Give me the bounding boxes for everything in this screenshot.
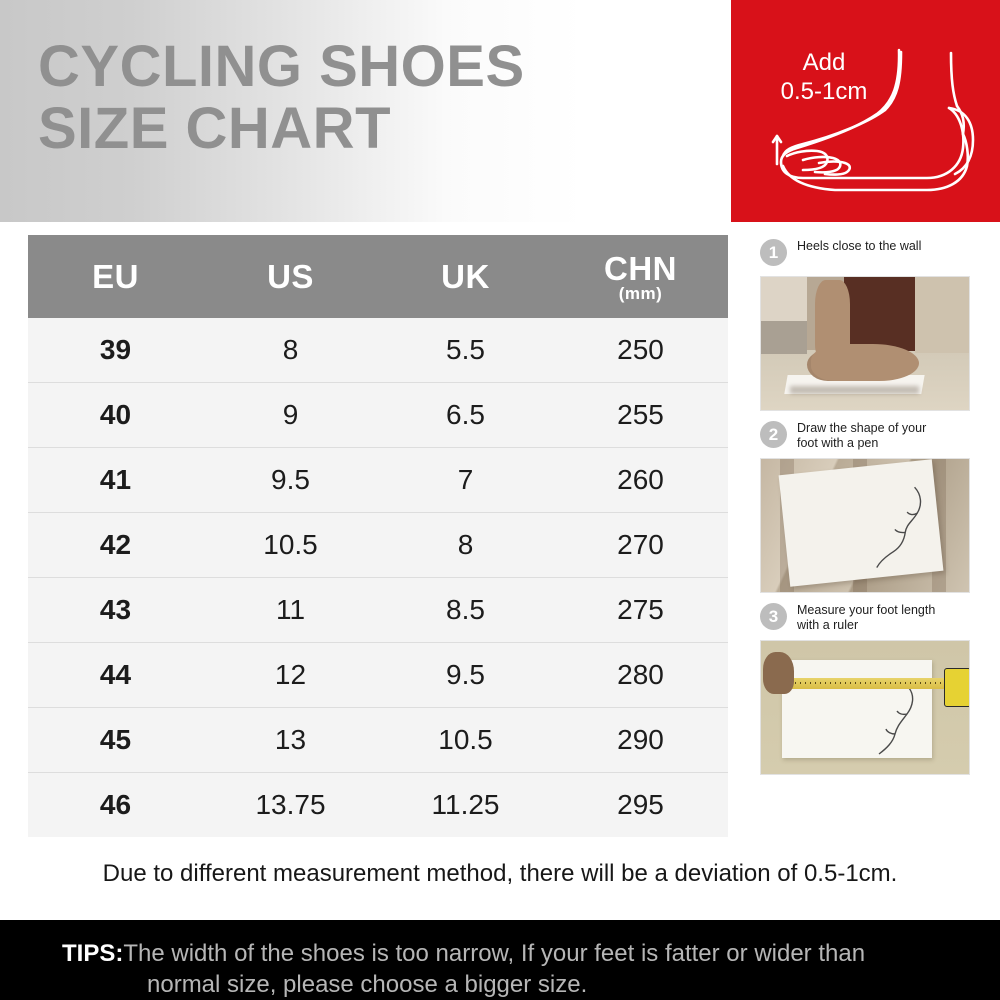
cell-eu: 44 xyxy=(99,659,132,690)
table-header-row: EU US UK CHN (mm) xyxy=(28,235,728,318)
tips-line-2: normal size, please choose a bigger size… xyxy=(147,971,588,998)
tips-bar: TIPS:The width of the shoes is too narro… xyxy=(0,920,1000,1000)
banner-gradient-background xyxy=(0,0,731,222)
cell-chn: 250 xyxy=(617,334,664,365)
table-row: 42 10.5 8 270 xyxy=(28,513,728,578)
photo-hand xyxy=(763,651,795,695)
cell-eu: 40 xyxy=(99,399,132,430)
size-table: EU US UK CHN (mm) 39 8 5.5 250 40 9 6.5 … xyxy=(28,235,728,837)
photo-tape-case xyxy=(944,667,969,707)
table-row: 43 11 8.5 275 xyxy=(28,578,728,643)
cell-eu: 42 xyxy=(99,529,132,560)
column-header-us: US xyxy=(203,235,378,318)
column-header-chn-label: CHN xyxy=(604,249,677,287)
photo-paper-sheet xyxy=(781,659,932,759)
page-title: CYCLING SHOES SIZE CHART xyxy=(38,34,525,161)
foot-outline-trace-icon xyxy=(876,487,922,569)
cell-chn: 255 xyxy=(617,399,664,430)
photo-leg xyxy=(815,279,851,360)
tips-text: TIPS:The width of the shoes is too narro… xyxy=(62,938,952,1000)
step-number-badge: 1 xyxy=(760,239,787,266)
foot-in-shoe-illustration xyxy=(771,48,975,192)
column-header-eu-label: EU xyxy=(92,257,139,295)
deviation-note: Due to different measurement method, the… xyxy=(102,860,898,887)
measurement-steps: 1 Heels close to the wall 2 Draw the sha… xyxy=(760,238,975,784)
cell-us: 13.75 xyxy=(255,789,326,820)
cell-chn: 295 xyxy=(617,789,664,820)
step-3-header: 3 Measure your foot length with a ruler xyxy=(760,602,975,640)
step-3-label: Measure your foot length with a ruler xyxy=(797,603,936,632)
cell-eu: 39 xyxy=(99,334,132,365)
cell-chn: 280 xyxy=(617,659,664,690)
column-header-chn: CHN (mm) xyxy=(553,235,728,318)
cell-uk: 6.5 xyxy=(446,399,485,430)
cell-uk: 9.5 xyxy=(446,659,485,690)
step-2: 2 Draw the shape of your foot with a pen xyxy=(760,420,975,593)
step-1: 1 Heels close to the wall xyxy=(760,238,975,411)
cell-us: 10.5 xyxy=(263,529,318,560)
column-header-uk: UK xyxy=(378,235,553,318)
table-row: 39 8 5.5 250 xyxy=(28,318,728,383)
foot-outline-trace-icon xyxy=(878,687,914,755)
cell-uk: 8.5 xyxy=(446,594,485,625)
table-row: 40 9 6.5 255 xyxy=(28,383,728,448)
cell-uk: 5.5 xyxy=(446,334,485,365)
tips-keyword: TIPS: xyxy=(62,940,124,967)
step-number-badge: 2 xyxy=(760,421,787,448)
cell-uk: 11.25 xyxy=(431,789,500,820)
step-2-label: Draw the shape of your foot with a pen xyxy=(797,421,927,450)
photo-wall-right xyxy=(914,277,969,353)
table-row: 44 12 9.5 280 xyxy=(28,643,728,708)
column-header-chn-unit: (mm) xyxy=(618,283,663,303)
cell-eu: 46 xyxy=(99,789,132,820)
step-3-photo-measuring-with-tape xyxy=(760,640,970,775)
add-allowance-label: Add 0.5-1cm xyxy=(780,49,868,105)
column-header-us-label: US xyxy=(267,257,314,295)
step-2-header: 2 Draw the shape of your foot with a pen xyxy=(760,420,975,458)
cell-us: 12 xyxy=(274,659,307,690)
cell-chn: 260 xyxy=(617,464,664,495)
step-3: 3 Measure your foot length with a ruler xyxy=(760,602,975,775)
step-1-label: Heels close to the wall xyxy=(797,239,922,253)
table-row: 46 13.75 11.25 295 xyxy=(28,773,728,837)
step-1-photo-heel-to-wall xyxy=(760,276,970,411)
table-row: 45 13 10.5 290 xyxy=(28,708,728,773)
add-allowance-panel: Add 0.5-1cm xyxy=(731,0,1000,222)
cell-uk: 10.5 xyxy=(438,724,493,755)
banner: CYCLING SHOES SIZE CHART xyxy=(0,0,1000,222)
cell-eu: 45 xyxy=(99,724,132,755)
photo-door-dark xyxy=(844,277,915,352)
cell-us: 9.5 xyxy=(271,464,310,495)
cell-chn: 270 xyxy=(617,529,664,560)
table-row: 41 9.5 7 260 xyxy=(28,448,728,513)
tips-line-1: The width of the shoes is too narrow, If… xyxy=(123,940,866,967)
cell-eu: 43 xyxy=(99,594,132,625)
cell-us: 8 xyxy=(282,334,299,365)
cell-chn: 290 xyxy=(617,724,664,755)
column-header-uk-label: UK xyxy=(441,257,490,295)
cell-us: 13 xyxy=(274,724,307,755)
step-1-header: 1 Heels close to the wall xyxy=(760,238,975,276)
cell-uk: 8 xyxy=(457,529,474,560)
step-2-photo-traced-outline xyxy=(760,458,970,593)
column-header-eu: EU xyxy=(28,235,203,318)
cell-us: 9 xyxy=(282,399,299,430)
cell-uk: 7 xyxy=(457,464,474,495)
photo-paper-sheet xyxy=(778,459,944,587)
photo-baseboard xyxy=(761,320,807,355)
cell-chn: 275 xyxy=(617,594,664,625)
cell-eu: 41 xyxy=(99,464,132,495)
step-number-badge: 3 xyxy=(760,603,787,630)
cell-us: 11 xyxy=(275,594,306,625)
photo-tape-ticks xyxy=(779,682,955,685)
photo-shadow xyxy=(790,386,920,395)
